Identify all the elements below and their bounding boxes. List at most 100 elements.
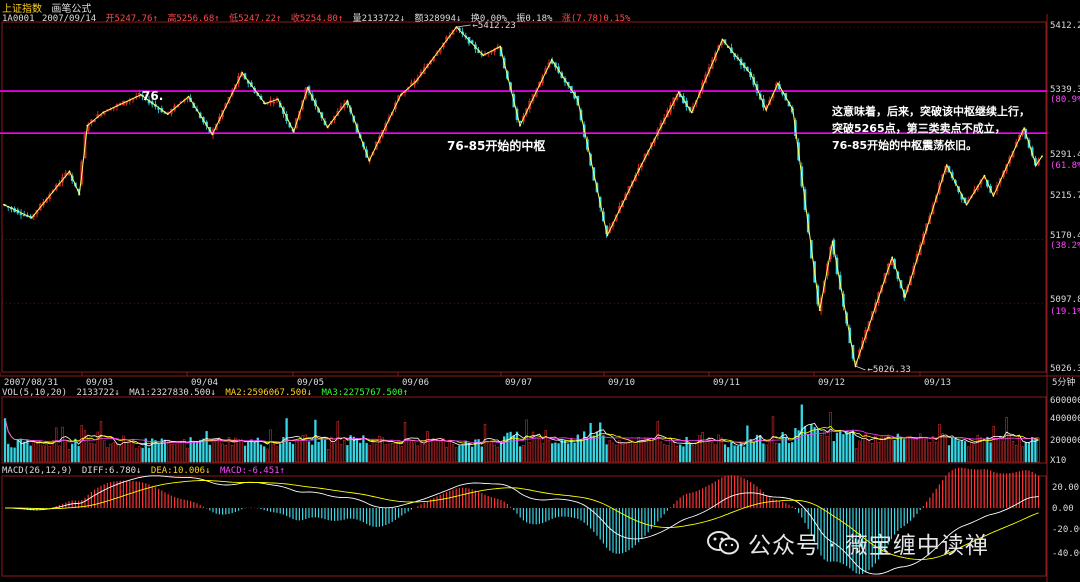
vol-bar-53: [173, 443, 176, 463]
candle-body-193: [621, 200, 624, 207]
vol-bar-245: [787, 443, 791, 463]
vol-bar-201: [647, 437, 650, 463]
candle-body-267: [858, 349, 861, 357]
candle-body-285: [915, 254, 919, 262]
vol-bar-305: [979, 437, 983, 463]
vol-bar-309: [992, 425, 995, 463]
vol-bar-273: [877, 442, 880, 463]
vol-bar-161: [519, 446, 522, 463]
vol-bar-228: [733, 445, 736, 463]
candle-body-189: [608, 226, 612, 233]
vol-bar-183: [589, 422, 592, 463]
vol-bar-233: [749, 439, 752, 463]
candle-body-268: [861, 340, 864, 349]
vol-bar-322: [1034, 438, 1037, 463]
note-line-3: 76-85开始的中枢震荡依旧。: [832, 139, 978, 152]
vol-bar-126: [407, 438, 410, 463]
vol-bar-187: [602, 435, 605, 463]
vol-bar-314: [1008, 435, 1011, 463]
stroke-pivot-0: [3, 203, 5, 206]
vol-bar-146: [471, 446, 474, 463]
candle-body-9: [32, 214, 36, 217]
vol-bar-62: [202, 438, 205, 463]
candle-body-73: [237, 76, 240, 84]
vol-bar-191: [615, 444, 618, 463]
vol-ma2: MA2:2596067.500↓: [225, 388, 313, 398]
vol-bar-234: [752, 442, 755, 463]
vol-bar-51: [167, 439, 170, 463]
vol-bar-278: [893, 439, 896, 463]
vol-bar-122: [394, 442, 397, 463]
volume-value: 量2133722↓: [352, 14, 406, 24]
vol-bar-65: [211, 439, 215, 463]
candle-body-201: [646, 150, 650, 155]
vol-bar-323: [1037, 437, 1040, 463]
macd-diff-line: [5, 475, 1039, 575]
macd-bars: [7, 467, 1040, 575]
stroke-pivot-13: [292, 130, 295, 133]
vol-bar-147: [474, 439, 477, 463]
vol-bar-308: [989, 442, 992, 463]
vol-bar-157: [506, 432, 509, 463]
vol-bar-267: [858, 440, 861, 463]
vol-bar-171: [551, 443, 554, 463]
stroke-pivot-30: [721, 38, 724, 41]
macd-dea-line: [5, 480, 1039, 560]
vol-bar-199: [640, 439, 643, 463]
candle-body-220: [707, 67, 711, 74]
vol-bar-205: [659, 441, 663, 463]
stroke-pivot-5: [102, 111, 105, 114]
vol-bar-20: [67, 448, 71, 463]
vol-bar-67: [218, 437, 221, 463]
candle-body-129: [416, 77, 420, 81]
candle-body-5: [19, 212, 23, 216]
vol-axis-label-0: 600000: [1050, 396, 1080, 406]
vol-bar-27: [90, 443, 93, 463]
vol-bar-180: [579, 439, 583, 463]
price-header: 上证指数 画笔公式: [2, 0, 95, 15]
candle-body-104: [336, 111, 340, 116]
vol-bar-31: [103, 440, 106, 463]
vol-bar-320: [1027, 442, 1031, 463]
vol-bar-26: [87, 434, 90, 463]
vol-bar-131: [423, 443, 426, 463]
vol-bar-11: [39, 440, 42, 463]
vol-bar-101: [327, 449, 330, 463]
vol-bar-34: [112, 442, 115, 463]
vol-bar-32: [106, 447, 109, 463]
vol-bar-190: [611, 442, 615, 463]
vol-bar-136: [439, 440, 442, 463]
vol-bar-227: [730, 441, 733, 463]
vol-bar-226: [727, 447, 730, 463]
candle-body-18: [61, 177, 64, 183]
candle-body-194: [624, 193, 628, 200]
vol-bar-260: [835, 432, 839, 463]
vol-bar-283: [909, 437, 912, 463]
candles: [3, 26, 1040, 367]
vol-bar-209: [672, 440, 675, 463]
vol-bar-303: [973, 444, 976, 463]
stroke-pivot-25: [576, 98, 579, 101]
low-value: 低5247.22↑: [229, 14, 282, 24]
vol-bar-296: [951, 437, 954, 463]
vol-bar-105: [339, 444, 343, 463]
vol-bar-175: [563, 439, 567, 463]
vol-bar-14: [48, 445, 51, 463]
vol-bar-238: [765, 444, 768, 463]
vol-bar-28: [93, 443, 96, 463]
vol-bar-293: [941, 433, 944, 463]
vol-bar-218: [701, 432, 704, 463]
price-axis-label-3: 5291.4: [1050, 150, 1080, 160]
candle-body-312: [1002, 171, 1005, 177]
candle-body-273: [877, 292, 880, 303]
vol-bar-79: [256, 437, 259, 463]
vol-bar-92: [298, 439, 301, 463]
time-axis-label-0: 2007/08/31: [4, 378, 58, 388]
vol-bar-162: [522, 445, 525, 463]
vol-bar-284: [912, 438, 915, 463]
vol-bar-268: [861, 438, 864, 463]
vol-bar-315: [1011, 441, 1015, 463]
vol-bar-216: [695, 442, 698, 463]
candle-body-6: [22, 214, 26, 217]
